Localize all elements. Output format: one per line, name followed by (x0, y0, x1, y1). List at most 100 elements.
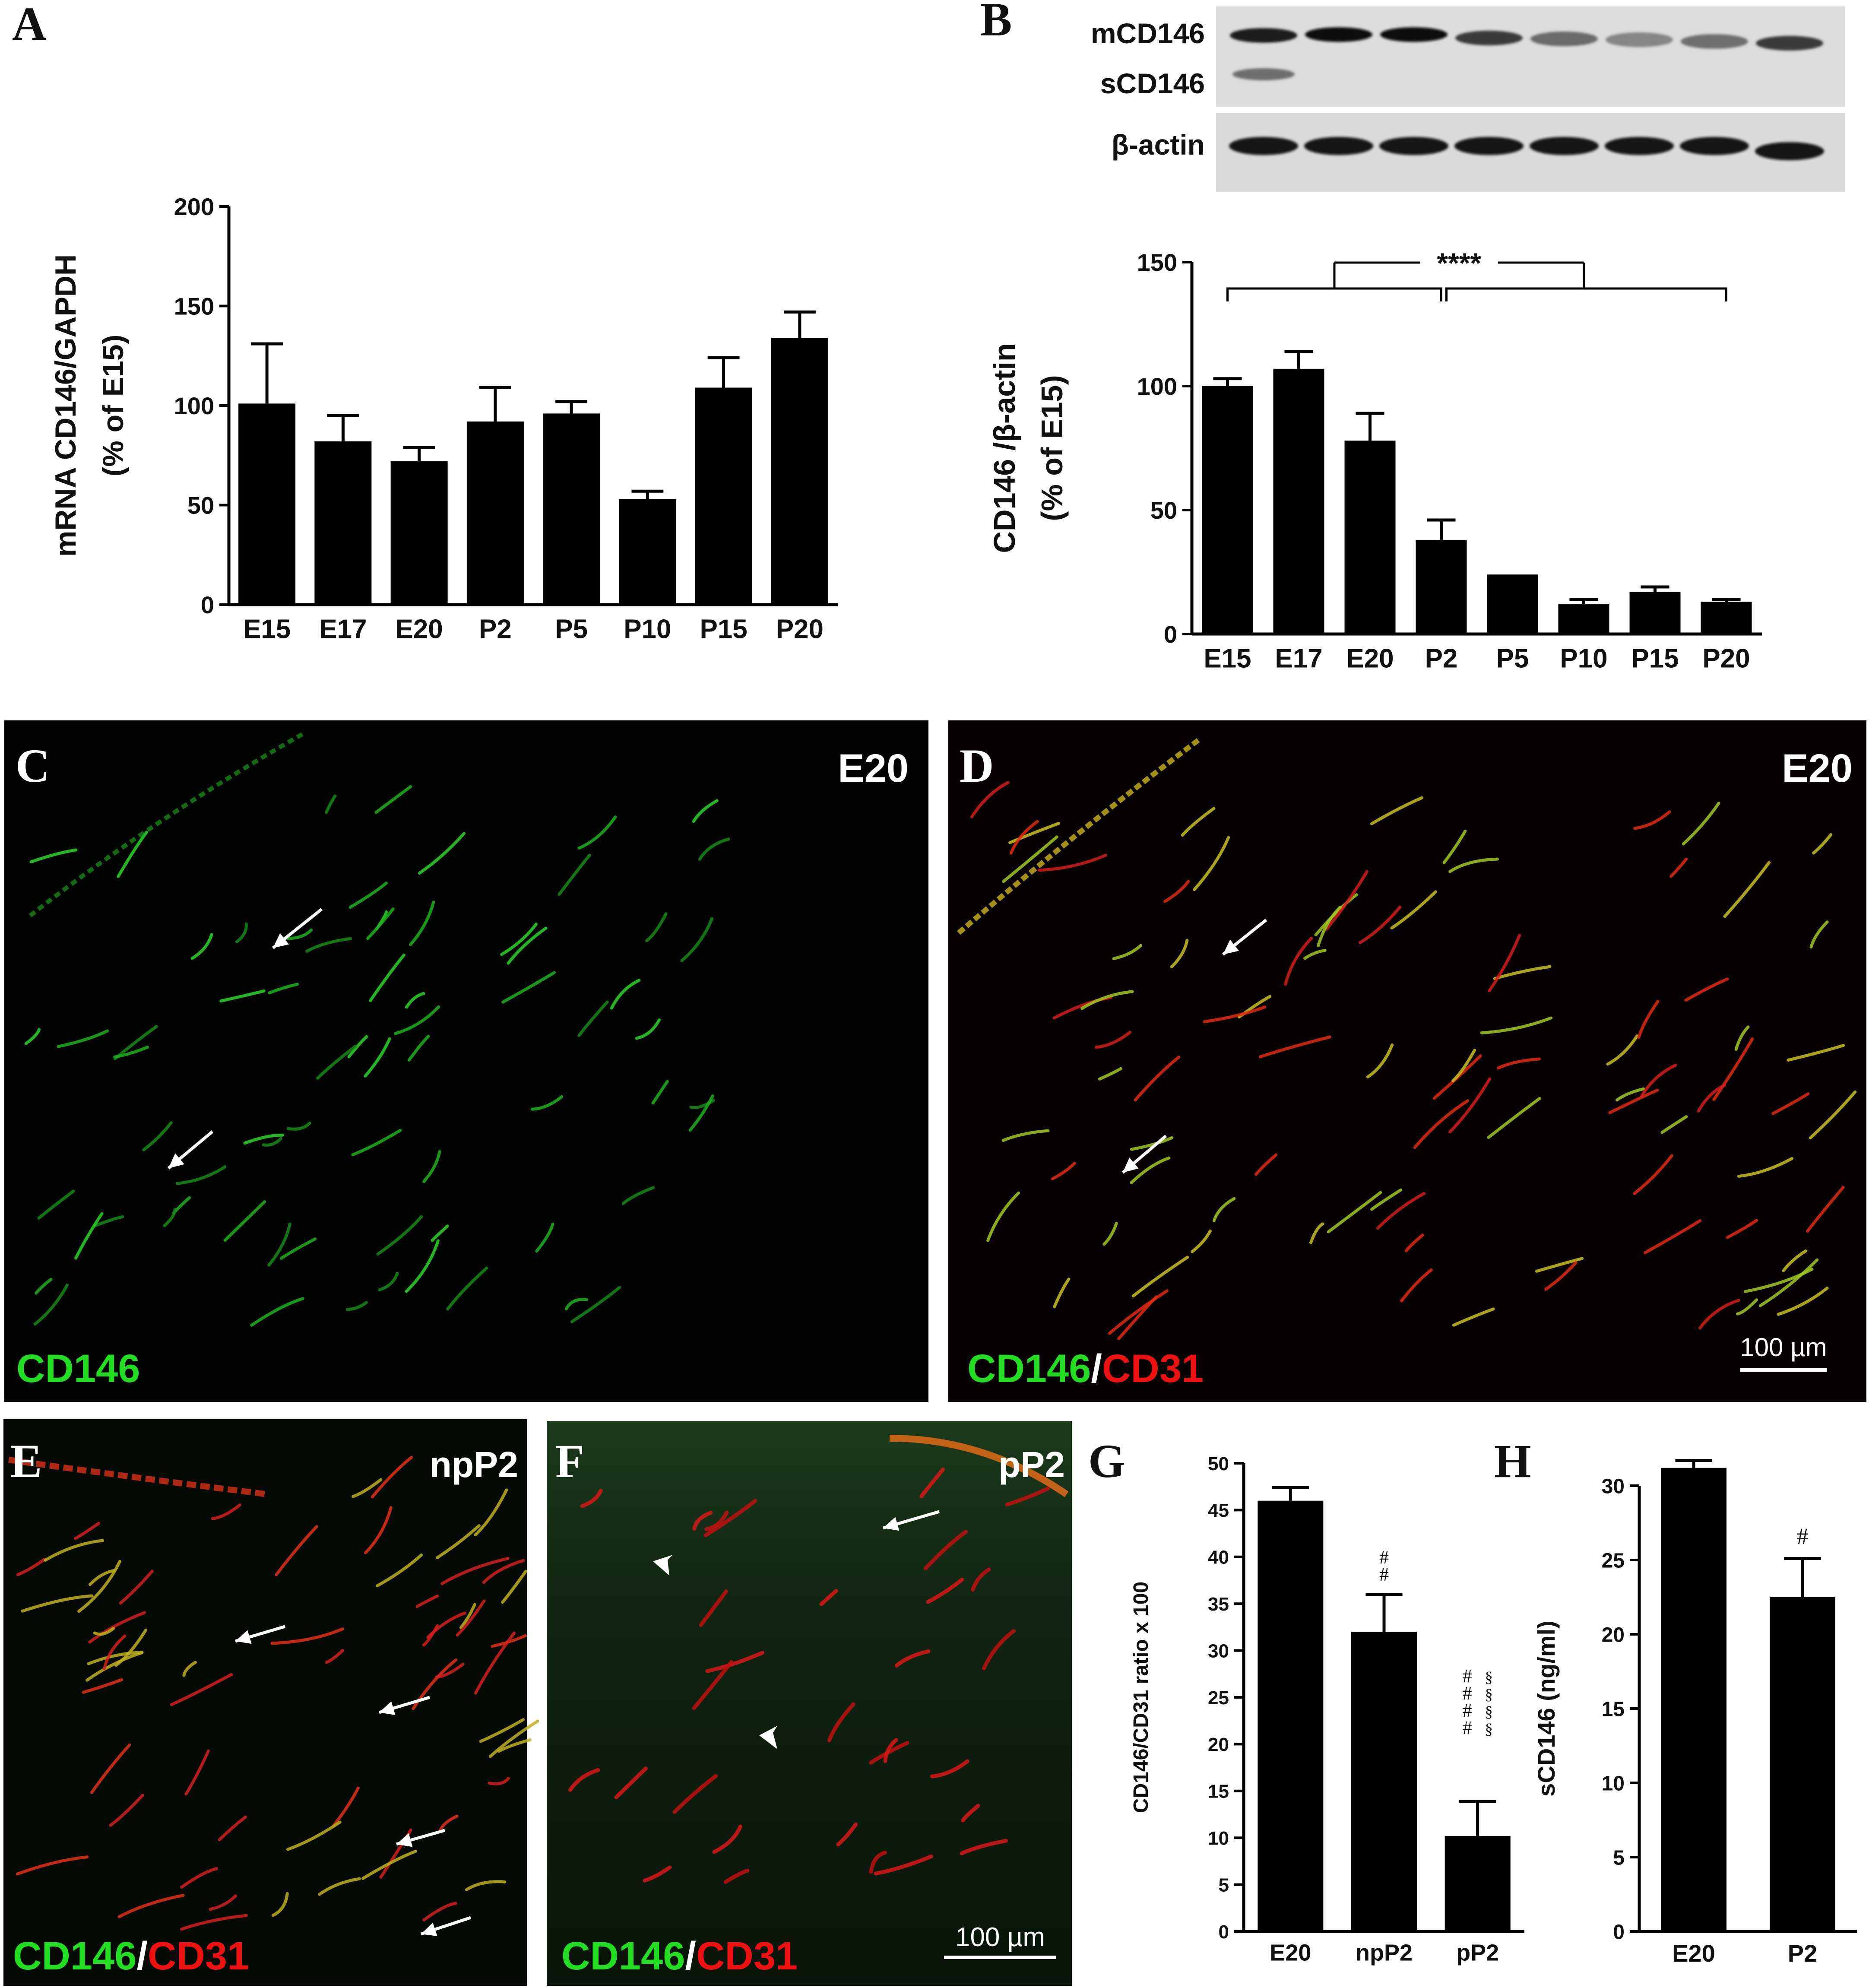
vessel-mark (103, 1634, 127, 1671)
y-axis-label: (% of E15) (97, 335, 130, 477)
micrograph-e: E npP2 CD146/CD31 (3, 1419, 539, 1986)
significance-marker: **** (1437, 247, 1481, 279)
arrowhead-marker (653, 1555, 673, 1576)
vessel-mark (1723, 861, 1771, 918)
actin-band (1304, 137, 1373, 155)
stain-label-f: CD146/CD31 (561, 1934, 798, 1978)
blot-label-actin: β-actin (1112, 129, 1205, 161)
chart-a: 0 50 100 150 200 E15 E17 E20 P2 P5 P10 P15 P20 mRNA C… (49, 193, 838, 644)
bar-P5 (543, 413, 600, 605)
vessel-mark (74, 1212, 104, 1260)
y-tick-label: 20 (1602, 1623, 1625, 1646)
y-tick-label: 0 (1164, 621, 1177, 648)
vessel-mark (1258, 1035, 1331, 1059)
vessel-mark (1405, 1233, 1424, 1252)
stain-part: CD146 (13, 1934, 136, 1978)
y-axis-label: (% of E15) (1035, 375, 1069, 521)
arrow-head (1223, 939, 1239, 954)
vessel-mark (405, 1239, 440, 1293)
vessel-mark (1102, 1221, 1118, 1246)
panel-label-h: H (1494, 1435, 1531, 1487)
y-tick-label: 5 (1613, 1846, 1625, 1869)
mcd146-band (1530, 32, 1598, 46)
vessel-mark (163, 1208, 177, 1227)
vessel-mark (497, 1738, 532, 1753)
vessel-mark (1809, 920, 1829, 949)
vessel-mark (422, 1150, 441, 1183)
vessel-mark (374, 785, 412, 814)
bar-P20 (1701, 602, 1752, 634)
vessel-mark (1130, 1136, 1174, 1151)
annotation-hash: # (1379, 1547, 1389, 1568)
scale-label-f: 100 µm (955, 1922, 1045, 1952)
stain-part: / (136, 1934, 148, 1978)
vessel-mark (971, 1567, 991, 1592)
stage-label-e: npP2 (430, 1444, 518, 1485)
vessel-mark (371, 1455, 413, 1499)
vessel-mark (180, 1914, 248, 1931)
vessel-mark (1633, 810, 1671, 830)
x-tick-label: P2 (1788, 1940, 1818, 1967)
vessel-mark (1325, 870, 1368, 931)
arrows-d (1121, 919, 1267, 1174)
vessel-mark (1736, 1298, 1758, 1316)
vessel-mark (580, 1489, 603, 1508)
vessel-mark (688, 1094, 714, 1132)
vessel-mark (82, 1678, 124, 1694)
stain-part: CD31 (696, 1934, 798, 1978)
vessel-mark (986, 1191, 1020, 1242)
vessel-mark (1134, 1056, 1181, 1102)
chart-h: 0 5 10 15 20 25 30 E20 P2 sCD146 (ng/ml) # (1533, 1459, 1857, 1967)
vessel-mark (1633, 1154, 1673, 1195)
annotation-section: § (1485, 1668, 1493, 1686)
arrows-f (653, 1510, 940, 1749)
vessel-mark (1080, 990, 1134, 1010)
vessel-mark (184, 1749, 210, 1796)
vessel-mark (1448, 1077, 1492, 1134)
y-tick-label: 200 (174, 193, 214, 220)
vessel-mark (699, 1589, 729, 1627)
bar-E20 (1344, 441, 1396, 634)
micrograph-d-bg (948, 720, 1866, 1402)
vessel-mark (564, 1298, 589, 1311)
vessel-mark (1758, 1258, 1819, 1307)
x-tick-label: P5 (1496, 644, 1529, 674)
vessel-mark (235, 922, 248, 944)
y-tick-label: 0 (201, 591, 214, 618)
vessel-mark (621, 1186, 655, 1205)
vessel-mark (182, 1661, 197, 1677)
actin-bands (1229, 137, 1824, 160)
vessel-mark (223, 1200, 266, 1242)
micrograph-f: F pP2 CD146/CD31 100 µm (547, 1421, 1072, 1986)
vessel-mark (961, 1804, 980, 1823)
vessel-mark (1008, 821, 1061, 844)
vessel-mark (1487, 1097, 1541, 1139)
vessel-mark (117, 831, 148, 878)
bar-P15 (1629, 592, 1681, 634)
blot-label-scd146: sCD146 (1100, 67, 1205, 99)
y-axis-label: mRNA CD146/GAPDH (49, 254, 82, 557)
vessel-mark (190, 933, 213, 960)
pial-surface (29, 732, 304, 917)
vessel-mark (1644, 1219, 1702, 1254)
vessel-mark (88, 1611, 146, 1644)
vessel-mark (723, 1868, 750, 1884)
vessel-mark (431, 1224, 449, 1242)
vessel-mark (209, 1894, 237, 1911)
pial-surface (889, 1435, 1069, 1497)
vessel-mark (456, 1599, 486, 1637)
x-tick-label: P10 (1560, 644, 1607, 674)
bar-P2 (466, 421, 524, 605)
vessel-mark (436, 1524, 481, 1560)
x-tick-label: P2 (479, 615, 512, 644)
annotation-hash: # (1463, 1665, 1472, 1687)
vessel-mark (459, 1603, 476, 1629)
vessel-mark (87, 1650, 144, 1665)
vessel-mark (37, 1189, 75, 1220)
vessel-mark (21, 1594, 94, 1613)
annotation-hash: # (1463, 1700, 1472, 1721)
stain-part: / (685, 1934, 696, 1978)
vessel-mark (1452, 1307, 1495, 1327)
vessel-mark (74, 1522, 101, 1540)
x-tick-label: P2 (1425, 644, 1458, 674)
